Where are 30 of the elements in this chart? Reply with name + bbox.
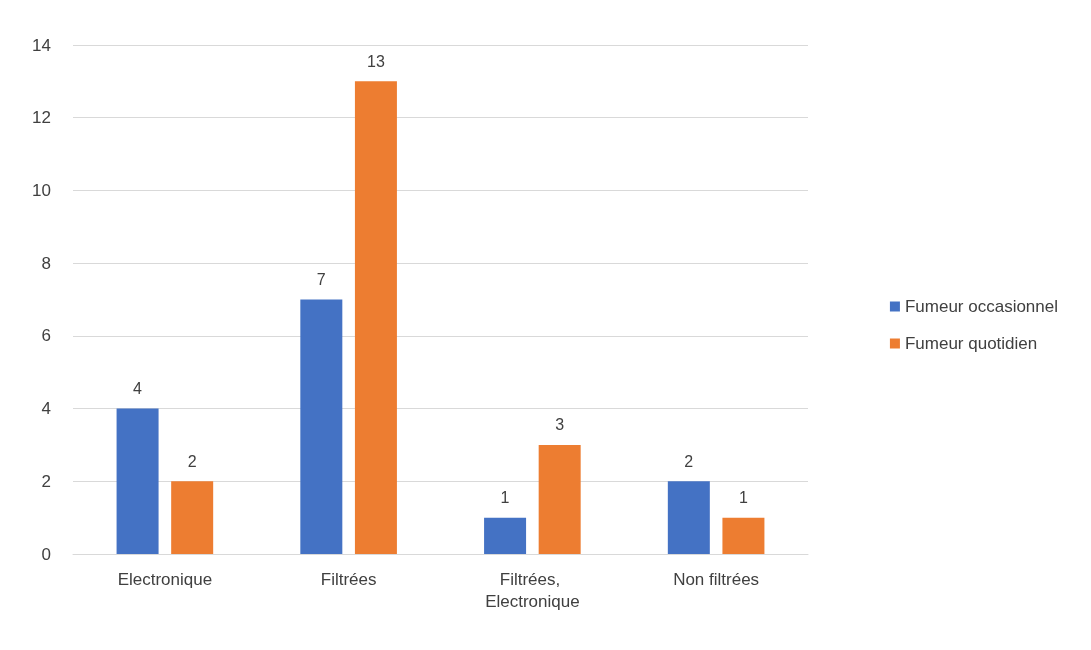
data-label: 4 bbox=[133, 380, 143, 398]
y-tick-label: 8 bbox=[41, 253, 51, 273]
legend-label: Fumeur quotidien bbox=[904, 334, 1038, 353]
bar bbox=[484, 517, 527, 554]
data-label: 1 bbox=[500, 489, 510, 507]
y-tick-label: 14 bbox=[32, 35, 51, 55]
data-label: 7 bbox=[316, 271, 326, 288]
data-label: 2 bbox=[684, 452, 694, 470]
y-tick-label: 0 bbox=[41, 544, 51, 564]
bar bbox=[667, 481, 710, 554]
y-tick-label: 4 bbox=[41, 399, 51, 419]
bar bbox=[116, 408, 159, 554]
bar bbox=[171, 481, 214, 554]
y-tick-label: 10 bbox=[32, 180, 51, 200]
data-label: 2 bbox=[187, 452, 197, 470]
bar bbox=[538, 444, 581, 554]
bar bbox=[354, 81, 397, 554]
bar bbox=[722, 517, 765, 554]
x-tick-label: Electronique bbox=[117, 569, 213, 589]
x-tick-label: Filtrées, Electronique bbox=[485, 569, 580, 611]
data-label: 3 bbox=[555, 416, 565, 434]
data-label: 13 bbox=[367, 52, 385, 70]
bar bbox=[300, 299, 343, 554]
y-tick-label: 2 bbox=[41, 471, 51, 491]
data-label: 1 bbox=[738, 489, 748, 507]
y-tick-label: 6 bbox=[41, 326, 51, 346]
x-tick-label: Filtrées bbox=[320, 569, 377, 589]
y-tick-label: 12 bbox=[32, 108, 51, 128]
legend-label: Fumeur occasionnel bbox=[904, 297, 1058, 316]
x-tick-label: Non filtrées bbox=[673, 569, 760, 589]
